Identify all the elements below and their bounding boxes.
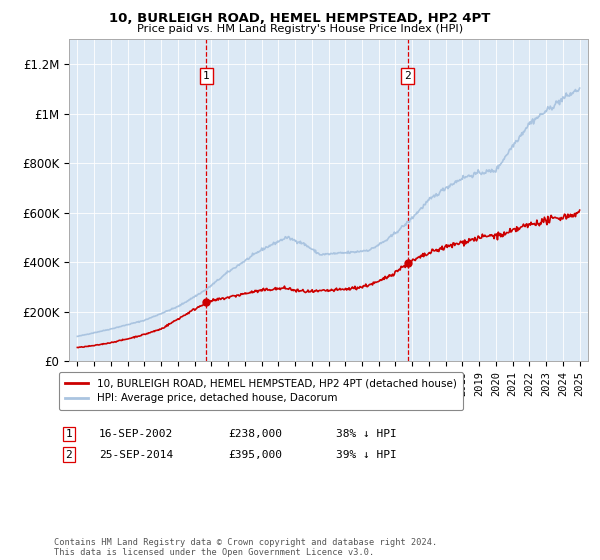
Legend: 10, BURLEIGH ROAD, HEMEL HEMPSTEAD, HP2 4PT (detached house), HPI: Average price: 10, BURLEIGH ROAD, HEMEL HEMPSTEAD, HP2 … — [59, 372, 463, 410]
Text: 25-SEP-2014: 25-SEP-2014 — [99, 450, 173, 460]
Text: 2: 2 — [404, 71, 411, 81]
Text: 2: 2 — [65, 450, 73, 460]
Text: 1: 1 — [203, 71, 210, 81]
Text: £238,000: £238,000 — [228, 429, 282, 439]
Text: 39% ↓ HPI: 39% ↓ HPI — [336, 450, 397, 460]
Text: Price paid vs. HM Land Registry's House Price Index (HPI): Price paid vs. HM Land Registry's House … — [137, 24, 463, 34]
Text: 16-SEP-2002: 16-SEP-2002 — [99, 429, 173, 439]
Text: Contains HM Land Registry data © Crown copyright and database right 2024.
This d: Contains HM Land Registry data © Crown c… — [54, 538, 437, 557]
Text: 1: 1 — [65, 429, 73, 439]
Text: £395,000: £395,000 — [228, 450, 282, 460]
Text: 38% ↓ HPI: 38% ↓ HPI — [336, 429, 397, 439]
Text: 10, BURLEIGH ROAD, HEMEL HEMPSTEAD, HP2 4PT: 10, BURLEIGH ROAD, HEMEL HEMPSTEAD, HP2 … — [109, 12, 491, 25]
